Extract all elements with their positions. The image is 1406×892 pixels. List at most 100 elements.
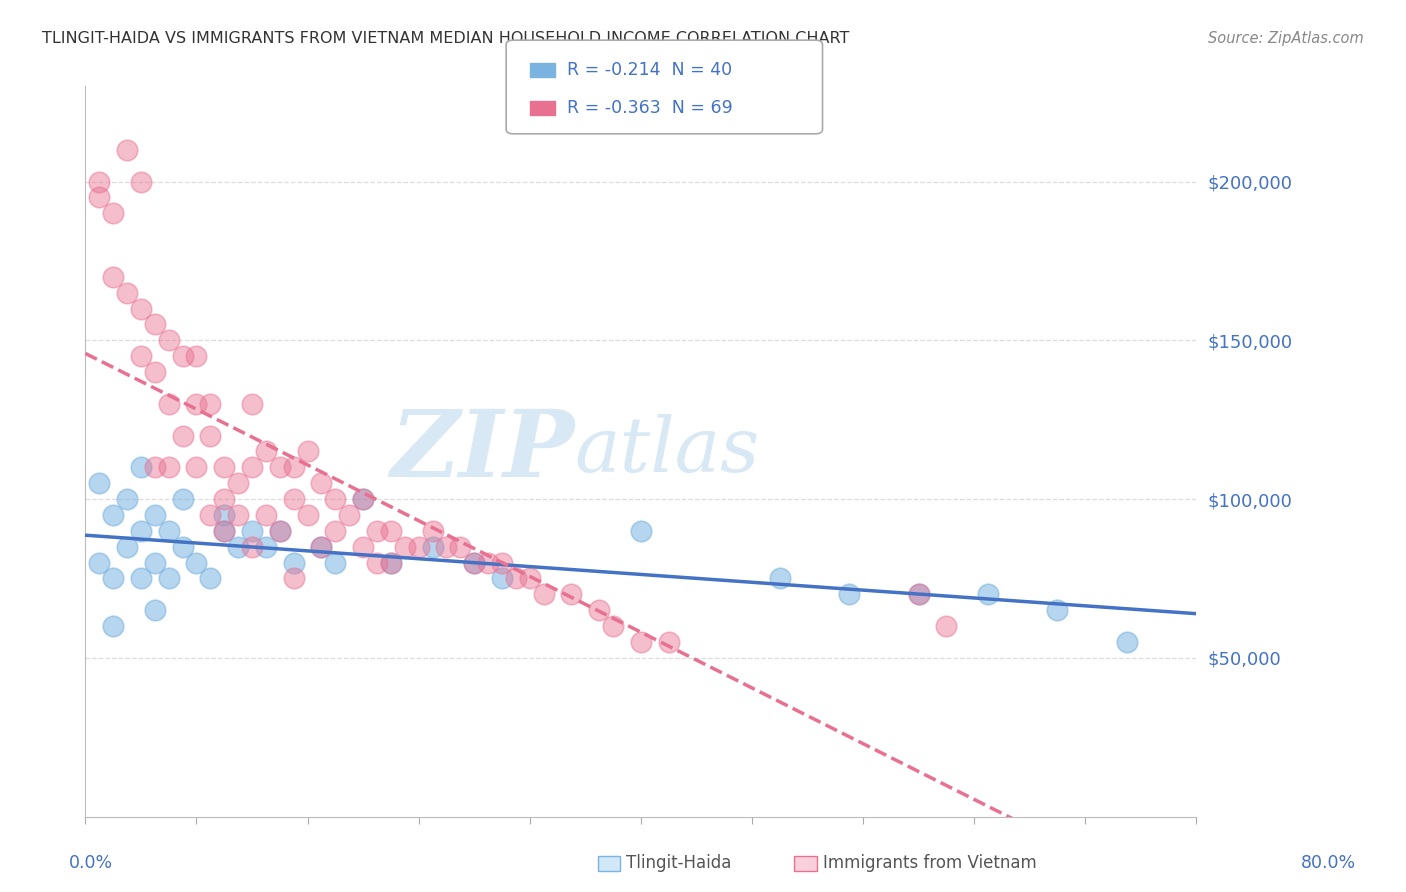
Point: [143, 603, 166, 617]
Point: [101, 508, 124, 522]
Point: [115, 143, 138, 157]
Point: [366, 556, 388, 570]
Point: [366, 524, 388, 538]
Point: [143, 318, 166, 332]
Point: [186, 556, 208, 570]
Point: [838, 587, 860, 601]
Point: [408, 540, 430, 554]
Point: [269, 524, 291, 538]
Point: [240, 397, 263, 411]
Point: [602, 619, 624, 633]
Point: [212, 508, 235, 522]
Point: [283, 571, 305, 585]
Point: [240, 460, 263, 475]
Point: [186, 397, 208, 411]
Point: [977, 587, 1000, 601]
Point: [311, 476, 333, 491]
Point: [935, 619, 957, 633]
Point: [323, 491, 346, 506]
Point: [519, 571, 541, 585]
Point: [352, 491, 374, 506]
Point: [533, 587, 555, 601]
Point: [143, 556, 166, 570]
Point: [157, 334, 180, 348]
Point: [212, 460, 235, 475]
Text: R = -0.363  N = 69: R = -0.363 N = 69: [567, 99, 733, 117]
Point: [380, 556, 402, 570]
Point: [101, 269, 124, 284]
Point: [588, 603, 610, 617]
Point: [352, 540, 374, 554]
Point: [311, 540, 333, 554]
Point: [380, 556, 402, 570]
Text: Immigrants from Vietnam: Immigrants from Vietnam: [823, 855, 1036, 872]
Point: [186, 349, 208, 363]
Point: [143, 460, 166, 475]
Point: [226, 508, 249, 522]
Point: [101, 206, 124, 220]
Point: [89, 556, 111, 570]
Point: [89, 175, 111, 189]
Point: [630, 635, 652, 649]
Point: [283, 491, 305, 506]
Point: [297, 444, 319, 458]
Point: [172, 349, 194, 363]
Text: ZIP: ZIP: [389, 407, 574, 497]
Point: [157, 524, 180, 538]
Point: [311, 540, 333, 554]
Point: [129, 571, 152, 585]
Point: [907, 587, 929, 601]
Point: [186, 460, 208, 475]
Text: 80.0%: 80.0%: [1301, 855, 1357, 872]
Point: [269, 524, 291, 538]
Point: [769, 571, 792, 585]
Point: [449, 540, 471, 554]
Point: [240, 540, 263, 554]
Point: [269, 460, 291, 475]
Point: [157, 460, 180, 475]
Point: [226, 476, 249, 491]
Point: [505, 571, 527, 585]
Point: [630, 524, 652, 538]
Point: [337, 508, 360, 522]
Point: [172, 540, 194, 554]
Point: [157, 397, 180, 411]
Point: [89, 190, 111, 204]
Point: [422, 524, 444, 538]
Point: [560, 587, 582, 601]
Point: [212, 524, 235, 538]
Point: [129, 349, 152, 363]
Point: [129, 460, 152, 475]
Point: [380, 524, 402, 538]
Point: [463, 556, 485, 570]
Point: [200, 428, 222, 442]
Point: [254, 540, 277, 554]
Point: [254, 444, 277, 458]
Text: Tlingit-Haida: Tlingit-Haida: [626, 855, 731, 872]
Point: [323, 556, 346, 570]
Point: [129, 524, 152, 538]
Point: [157, 571, 180, 585]
Point: [200, 508, 222, 522]
Point: [283, 556, 305, 570]
Point: [394, 540, 416, 554]
Point: [283, 460, 305, 475]
Point: [143, 365, 166, 379]
Point: [352, 491, 374, 506]
Point: [115, 540, 138, 554]
Point: [1115, 635, 1137, 649]
Point: [240, 524, 263, 538]
Point: [491, 556, 513, 570]
Point: [422, 540, 444, 554]
Point: [463, 556, 485, 570]
Point: [226, 540, 249, 554]
Point: [89, 476, 111, 491]
Text: atlas: atlas: [574, 415, 759, 489]
Point: [212, 524, 235, 538]
Point: [200, 571, 222, 585]
Text: Source: ZipAtlas.com: Source: ZipAtlas.com: [1208, 31, 1364, 46]
Point: [477, 556, 499, 570]
Text: R = -0.214  N = 40: R = -0.214 N = 40: [567, 61, 731, 79]
Point: [129, 301, 152, 316]
Point: [907, 587, 929, 601]
